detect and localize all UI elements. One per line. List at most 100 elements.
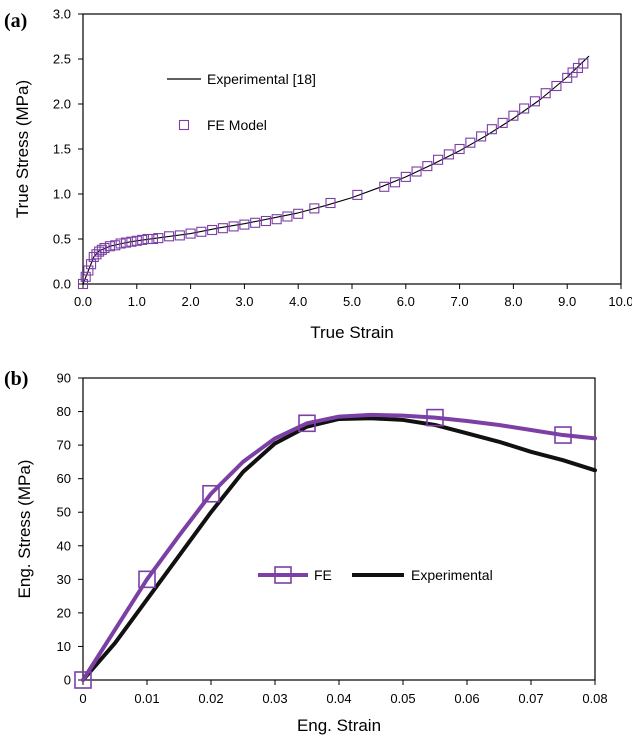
panel-label: (a) <box>4 10 27 32</box>
y-tick-label: 30 <box>57 572 71 587</box>
fe-model-marker <box>379 181 390 192</box>
fe-model-marker <box>80 271 91 282</box>
x-tick-label: 0.05 <box>390 691 415 706</box>
y-tick-label: 60 <box>57 471 71 486</box>
fe-model-marker <box>196 226 207 237</box>
x-axis-title: True Strain <box>310 323 393 342</box>
fe-model-marker <box>529 96 540 107</box>
fe-model-marker <box>164 231 175 242</box>
x-tick-label: 0.04 <box>326 691 351 706</box>
x-tick-label: 0.01 <box>134 691 159 706</box>
fe-marker <box>202 484 220 503</box>
x-tick-label: 10.0 <box>608 294 632 309</box>
series-experimental <box>81 416 597 682</box>
fe-model-marker <box>508 110 519 121</box>
fe-model-marker <box>174 230 185 241</box>
y-tick-label: 90 <box>57 371 71 386</box>
y-tick-label: 1.0 <box>53 187 71 202</box>
fe-model-marker <box>99 242 110 254</box>
x-tick-label: 0.03 <box>262 691 287 706</box>
y-tick-label: 0 <box>64 673 71 688</box>
fe-model-marker <box>454 143 465 155</box>
fe-model-marker <box>228 221 239 232</box>
x-tick-label: 2.0 <box>182 294 200 309</box>
fe-model-marker <box>126 236 137 247</box>
fe-model-marker <box>282 211 293 222</box>
x-tick-label: 8.0 <box>504 294 522 309</box>
fe-model-marker <box>142 233 153 245</box>
panel-a-chart: (a) 0.0 1.0 2.0 3.0 4.0 5.0 6.0 7.0 8.0 9.0 10.0 0.0… <box>4 7 632 343</box>
x-tick-label: 4.0 <box>289 294 307 309</box>
fe-model-marker <box>551 80 562 92</box>
fe-model-marker <box>115 238 126 249</box>
x-tick-label: 7.0 <box>451 294 469 309</box>
plot-frame <box>82 13 622 285</box>
fe-model-marker <box>185 228 196 239</box>
y-tick-label: 1.5 <box>53 142 71 157</box>
x-tick-label: 5.0 <box>343 294 361 309</box>
y-tick-label: 2.0 <box>53 97 71 112</box>
fe-model-marker <box>519 103 530 114</box>
x-tick-label: 6.0 <box>397 294 415 309</box>
legend-label-experimental: Experimental <box>411 567 493 583</box>
fe-marker <box>426 408 444 427</box>
x-axis-title: Eng. Strain <box>297 716 381 735</box>
fe-model-marker <box>443 149 454 160</box>
x-tick-label: 0.0 <box>74 294 92 309</box>
fe-model-marker <box>147 233 158 245</box>
fe-marker <box>298 414 316 433</box>
y-tick-label: 70 <box>57 438 71 453</box>
fe-model-marker <box>260 215 271 227</box>
y-tick-label: 0.0 <box>53 277 71 292</box>
series-fe-model <box>77 58 589 290</box>
x-tick-label: 3.0 <box>235 294 253 309</box>
panel-label: (b) <box>4 368 28 390</box>
fe-model-marker <box>422 161 433 172</box>
fe-model-marker <box>497 117 508 128</box>
fe-model-marker <box>239 219 250 230</box>
fe-model-marker <box>411 166 422 177</box>
fe-model-marker <box>486 124 497 135</box>
fe-model-marker <box>465 137 476 148</box>
fe-model-marker <box>153 233 164 244</box>
y-tick-label: 80 <box>57 404 71 419</box>
fe-model-marker <box>120 237 132 248</box>
legend: FE Experimental <box>258 566 493 584</box>
x-tick-label: 0.07 <box>518 691 543 706</box>
fe-model-marker <box>250 217 261 228</box>
fe-model-marker <box>110 240 121 251</box>
fe-model-marker <box>217 223 228 234</box>
fe-model-marker <box>578 58 589 69</box>
legend-label-fe-model: FE Model <box>207 117 267 133</box>
y-axis-title: True Stress (MPa) <box>13 80 32 218</box>
plot-frame <box>82 377 596 681</box>
experimental-line <box>81 416 597 682</box>
fe-model-marker <box>94 246 105 257</box>
fe-model-marker <box>309 203 320 214</box>
x-tick-label: 1.0 <box>128 294 146 309</box>
fe-model-marker <box>96 244 107 255</box>
fe-marker <box>74 671 92 689</box>
fe-model-marker <box>476 131 487 142</box>
y-tick-label: 20 <box>57 605 71 620</box>
legend-label-experimental: Experimental [18] <box>207 71 316 87</box>
fe-model-marker <box>389 177 401 188</box>
fe-model-marker <box>540 88 551 99</box>
fe-model-marker <box>137 234 148 245</box>
y-axis-title: Eng. Stress (MPa) <box>15 460 34 599</box>
y-tick-label: 0.5 <box>53 232 71 247</box>
fe-model-marker <box>77 278 89 290</box>
experimental-line <box>82 55 590 285</box>
fe-model-marker <box>562 72 573 83</box>
x-tick-label: 0 <box>79 691 86 706</box>
fe-model-marker <box>400 171 411 182</box>
y-tick-label: 10 <box>57 639 71 654</box>
fe-model-marker <box>352 189 363 200</box>
fe-marker <box>138 570 156 589</box>
x-tick-label: 9.0 <box>558 294 576 309</box>
legend-label-fe: FE <box>314 567 332 583</box>
fe-model-marker <box>433 154 444 165</box>
y-tick-label: 2.5 <box>53 52 71 67</box>
y-tick-label: 50 <box>57 505 71 520</box>
